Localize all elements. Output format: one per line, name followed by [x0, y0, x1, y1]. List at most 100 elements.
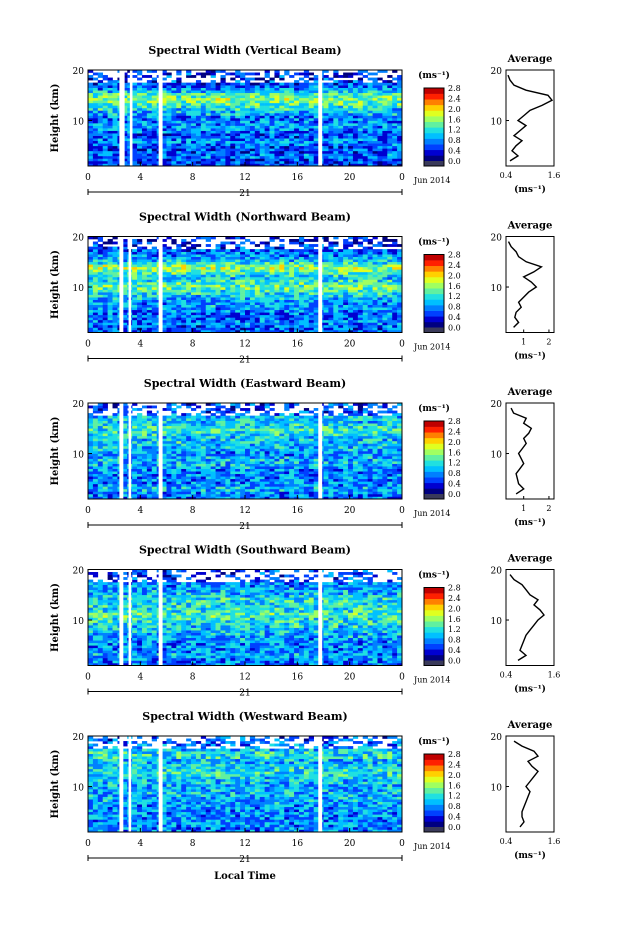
heatmap-cell	[328, 95, 334, 99]
heatmap-cell	[171, 95, 177, 99]
heatmap-cell	[92, 483, 99, 487]
heatmap-cell	[102, 281, 108, 285]
heatmap-cell	[240, 309, 246, 313]
heatmap-cell	[377, 133, 383, 136]
heatmap-cell	[235, 493, 241, 497]
heatmap-cell	[161, 72, 167, 76]
heatmap-cell	[249, 259, 256, 263]
heatmap-cell	[210, 327, 216, 331]
heatmap-cell	[313, 324, 319, 328]
heatmap-cell	[338, 118, 344, 121]
heatmap-cell	[392, 112, 398, 116]
heatmap-cell	[200, 269, 207, 273]
heatmap-cell	[377, 120, 383, 124]
heatmap-cell	[195, 294, 202, 298]
heatmap-cell	[328, 145, 334, 149]
heatmap-cell	[97, 100, 104, 104]
heatmap-cell	[357, 302, 364, 306]
heatmap-cell	[205, 289, 211, 293]
heatmap-cell	[97, 324, 104, 328]
heatmap-cell	[122, 135, 128, 139]
heatmap-cell	[397, 150, 403, 154]
heatmap-cell	[161, 249, 167, 252]
heatmap-cell	[279, 297, 285, 300]
heatmap-cell	[313, 299, 319, 303]
heatmap-cell	[146, 292, 153, 295]
heatmap-cell	[122, 256, 128, 260]
x-tick-label: 20	[344, 173, 356, 183]
heatmap-cell	[92, 284, 99, 288]
heatmap-cell	[200, 143, 207, 147]
heatmap-cell	[161, 145, 167, 149]
heatmap-cell	[289, 324, 295, 328]
heatmap-cell	[88, 140, 94, 144]
heatmap-cell	[225, 92, 231, 96]
heatmap-cell	[146, 120, 153, 124]
heatmap-cell	[122, 483, 128, 487]
heatmap-cell	[146, 264, 153, 268]
heatmap-cell	[181, 90, 187, 94]
heatmap-cell	[127, 160, 133, 164]
heatmap-cell	[377, 150, 383, 154]
heatmap-cell	[352, 95, 359, 99]
heatmap-cell	[151, 259, 157, 263]
heatmap-cell	[249, 128, 256, 131]
heatmap-cell	[205, 297, 211, 300]
heatmap-cell	[97, 266, 104, 270]
heatmap-cell	[352, 304, 359, 308]
heatmap-cell	[274, 281, 280, 285]
heatmap-cell	[88, 125, 94, 129]
heatmap-cell	[186, 496, 192, 500]
heatmap-cell	[279, 256, 285, 260]
heatmap-cell	[176, 261, 182, 265]
heatmap-cell	[92, 100, 99, 104]
heatmap-cell	[284, 329, 290, 333]
heatmap-cell	[205, 317, 211, 321]
heatmap-cell	[171, 329, 177, 333]
heatmap-cell	[254, 287, 261, 290]
heatmap-cell	[313, 100, 319, 104]
heatmap-cell	[181, 329, 187, 333]
heatmap-cell	[382, 90, 388, 94]
heatmap-cell	[181, 118, 187, 121]
heatmap-cell	[303, 309, 310, 313]
heatmap-cell	[338, 317, 344, 321]
heatmap-cell	[195, 153, 202, 157]
heatmap-cell	[146, 145, 153, 149]
heatmap-cell	[215, 324, 221, 328]
heatmap-cell	[200, 95, 207, 99]
heatmap-cell	[102, 92, 108, 96]
heatmap-cell	[279, 128, 285, 131]
heatmap-cell	[191, 246, 197, 250]
heatmap-cell	[210, 150, 216, 154]
heatmap-cell	[377, 294, 383, 298]
heatmap-cell	[230, 292, 236, 295]
heatmap-cell	[269, 307, 275, 311]
heatmap-cell	[230, 90, 236, 94]
heatmap-cell	[387, 239, 393, 242]
heatmap-cell	[205, 309, 211, 313]
x-tick-label: 12	[239, 173, 250, 183]
heatmap-cell	[338, 299, 344, 303]
heatmap-cell	[352, 87, 359, 91]
heatmap-cell	[122, 259, 128, 263]
heatmap-cell	[171, 118, 177, 121]
heatmap-cell	[235, 246, 241, 250]
heatmap-cell	[181, 287, 187, 290]
heatmap-cell	[343, 279, 349, 283]
heatmap-cell	[328, 155, 334, 159]
heatmap-cell	[303, 105, 310, 109]
heatmap-cell	[274, 294, 280, 298]
heatmap-cell	[102, 317, 108, 321]
heatmap-cell	[274, 112, 280, 116]
heatmap-cell	[382, 160, 388, 164]
heatmap-cell	[303, 292, 310, 295]
heatmap-cell	[240, 148, 246, 152]
heatmap-cell	[205, 236, 211, 240]
heatmap-cell	[303, 160, 310, 164]
heatmap-cell	[225, 312, 231, 316]
heatmap-cell	[176, 120, 182, 124]
heatmap-cell	[245, 486, 251, 490]
heatmap-cell	[333, 488, 339, 492]
heatmap-cell	[210, 236, 216, 240]
